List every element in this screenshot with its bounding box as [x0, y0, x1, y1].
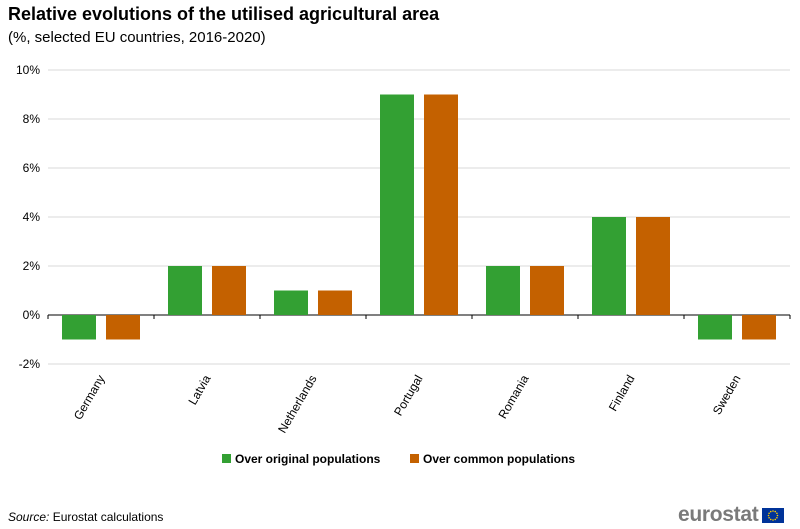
bar: [168, 266, 202, 315]
x-tick-label: Germany: [71, 373, 108, 423]
chart-title: Relative evolutions of the utilised agri…: [8, 4, 440, 24]
eu-flag-icon: [762, 507, 785, 523]
bar: [698, 315, 732, 340]
x-tick-label: Latvia: [185, 372, 213, 407]
y-tick-label: 6%: [23, 161, 41, 175]
x-tick-label: Portugal: [391, 373, 425, 419]
y-tick-label: 0%: [23, 308, 41, 322]
bar: [592, 217, 626, 315]
legend-label: Over original populations: [235, 452, 381, 466]
bar: [212, 266, 246, 315]
bar: [530, 266, 564, 315]
source-note: Source: Eurostat calculations: [8, 510, 163, 524]
bar-chart: -2% 0% 2% 4% 6% 8% 10% Germany Latvia Netherlands…: [16, 63, 791, 466]
bar: [106, 315, 140, 340]
bar: [636, 217, 670, 315]
bar: [424, 94, 458, 315]
logo-text: eurostat: [678, 503, 759, 526]
y-tick-label: 8%: [23, 112, 41, 126]
bar: [486, 266, 520, 315]
bar: [62, 315, 96, 340]
legend-swatch: [222, 454, 231, 463]
y-tick-label: 2%: [23, 259, 41, 273]
chart-subtitle: (%, selected EU countries, 2016-2020): [8, 29, 266, 46]
x-tick-label: Romania: [495, 372, 531, 421]
bar: [380, 94, 414, 315]
x-tick-label: Netherlands: [275, 373, 319, 436]
legend-swatch: [410, 454, 419, 463]
bar: [742, 315, 776, 340]
y-tick-label: 10%: [16, 63, 40, 77]
source-label: Source:: [8, 510, 50, 524]
bar: [274, 290, 308, 315]
bar: [318, 290, 352, 315]
x-tick-label: Sweden: [710, 373, 744, 418]
x-tick-label: Finland: [606, 373, 638, 414]
source-text: Eurostat calculations: [52, 510, 164, 524]
eurostat-logo: eurostat: [678, 503, 785, 527]
y-tick-label: 4%: [23, 210, 41, 224]
legend-label: Over common populations: [423, 452, 575, 466]
y-tick-label: -2%: [19, 357, 41, 371]
